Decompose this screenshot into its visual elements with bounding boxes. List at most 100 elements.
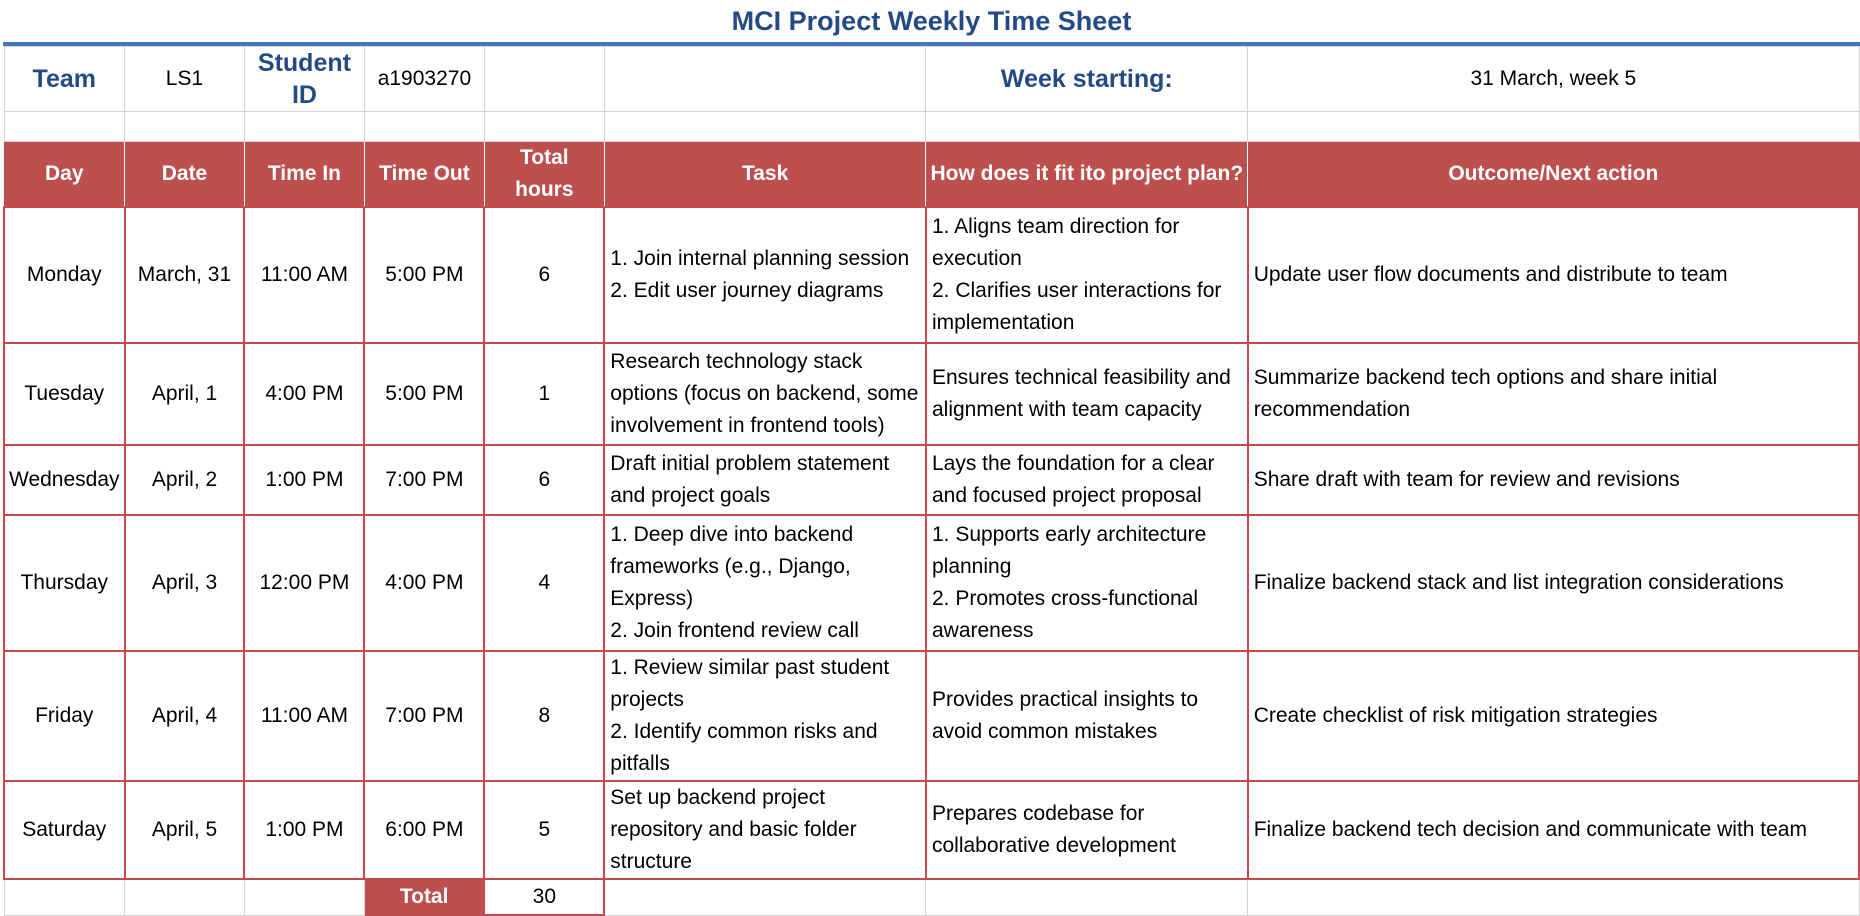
project-fit-cell[interactable]: Provides practical insights to avoid com… [924, 650, 1249, 782]
day-cell[interactable]: Wednesday [3, 444, 126, 516]
project-fit-cell-line: 1. Supports early architecture planning [931, 523, 1207, 578]
time-out-cell[interactable]: 5:00 PM [363, 206, 486, 344]
team-label: Team [3, 46, 126, 112]
task-cell-line: 2. Identify common risks and pitfalls [610, 720, 878, 775]
task-cell[interactable]: 1. Join internal planning session 2. Edit… [603, 206, 927, 344]
task-cell[interactable]: 1. Review similar past student projects 2… [603, 650, 927, 782]
empty-cell[interactable] [363, 111, 485, 142]
outcome-cell-line: Create checklist of risk mitigation stra… [1253, 704, 1658, 727]
empty-cell[interactable] [124, 111, 245, 142]
task-cell-line: 1. Deep dive into backend frameworks (e.… [610, 523, 854, 610]
time-in-cell[interactable]: 1:00 PM [243, 444, 366, 516]
time-in-cell[interactable]: 11:00 AM [243, 650, 366, 782]
outcome-cell[interactable]: Summarize backend tech options and share… [1246, 342, 1860, 446]
date-cell[interactable]: March, 31 [123, 206, 246, 344]
project-fit-cell[interactable]: Ensures technical feasibility and alignm… [924, 342, 1249, 446]
time-sheet: MCI Project Weekly Time Sheet Team LS1 S… [3, 6, 1860, 916]
outcome-cell[interactable]: Finalize backend stack and list integrat… [1246, 514, 1860, 652]
task-cell[interactable]: 1. Deep dive into backend frameworks (e.… [603, 514, 927, 652]
table-row: Friday April, 4 11:00 AM 7:00 PM 8 1. Review … [3, 650, 1860, 782]
column-header-time-in: Time In [243, 141, 365, 208]
empty-cell[interactable] [483, 46, 605, 112]
outcome-cell[interactable]: Create checklist of risk mitigation stra… [1246, 650, 1860, 782]
empty-cell[interactable] [483, 111, 605, 142]
total-hours-cell[interactable]: 4 [483, 514, 606, 652]
outcome-cell[interactable]: Finalize backend tech decision and commu… [1246, 780, 1860, 880]
time-in-cell[interactable]: 1:00 PM [243, 780, 366, 880]
time-out-cell[interactable]: 4:00 PM [363, 514, 486, 652]
title-divider [3, 42, 1860, 46]
total-hours-cell[interactable]: 5 [483, 780, 606, 880]
time-in-cell[interactable]: 4:00 PM [243, 342, 366, 446]
project-fit-cell-line: Provides practical insights to avoid com… [931, 688, 1199, 743]
time-sheet-table: Team LS1 Student ID a1903270 Week starti… [3, 46, 1860, 916]
task-cell[interactable]: Set up backend project repository and ba… [603, 780, 927, 880]
task-cell[interactable]: Draft initial problem statement and proj… [603, 444, 927, 516]
total-hours-cell[interactable]: 8 [483, 650, 606, 782]
empty-cell[interactable] [603, 111, 927, 142]
date-cell[interactable]: April, 4 [123, 650, 246, 782]
day-cell[interactable]: Tuesday [3, 342, 126, 446]
column-header-project-fit: How does it fit ito project plan? [925, 141, 1249, 208]
project-fit-cell[interactable]: Prepares codebase for collaborative deve… [924, 780, 1249, 880]
day-cell[interactable]: Thursday [3, 514, 126, 652]
empty-cell[interactable] [925, 111, 1249, 142]
project-fit-cell[interactable]: Lays the foundation for a clear and focu… [924, 444, 1249, 516]
time-in-cell[interactable]: 11:00 AM [243, 206, 366, 344]
team-value[interactable]: LS1 [124, 46, 245, 112]
task-cell[interactable]: Research technology stack options (focus… [603, 342, 927, 446]
empty-cell[interactable] [3, 111, 126, 142]
project-fit-cell[interactable]: 1. Supports early architecture planning 2… [924, 514, 1249, 652]
table-row: Tuesday April, 1 4:00 PM 5:00 PM 1 Research t… [3, 342, 1860, 446]
column-header-total-hours: Total hours [483, 141, 605, 208]
empty-cell[interactable] [603, 46, 927, 112]
week-starting-value[interactable]: 31 March, week 5 [1247, 46, 1860, 112]
student-id-value[interactable]: a1903270 [363, 46, 485, 112]
table-row: Wednesday April, 2 1:00 PM 7:00 PM 6 Draft in… [3, 444, 1860, 516]
week-starting-label: Week starting: [925, 46, 1249, 112]
column-header-day: Day [3, 141, 126, 208]
column-header-date: Date [124, 141, 245, 208]
time-out-cell[interactable]: 7:00 PM [363, 444, 486, 516]
time-out-cell[interactable]: 7:00 PM [363, 650, 486, 782]
total-hours-cell[interactable]: 6 [483, 206, 606, 344]
project-fit-cell-line: 2. Clarifies user interactions for imple… [931, 279, 1222, 334]
student-id-label: Student ID [243, 46, 365, 112]
date-cell[interactable]: April, 5 [123, 780, 246, 880]
table-row: Thursday April, 3 12:00 PM 4:00 PM 4 1. Deep … [3, 514, 1860, 652]
task-cell-line: 1. Join internal planning session [610, 247, 910, 270]
day-cell[interactable]: Monday [3, 206, 126, 344]
empty-cell[interactable] [925, 879, 1249, 916]
outcome-cell-line: Update user flow documents and distribut… [1253, 263, 1728, 286]
day-cell[interactable]: Saturday [3, 780, 126, 880]
date-cell[interactable]: April, 2 [123, 444, 246, 516]
outcome-cell[interactable]: Share draft with team for review and rev… [1246, 444, 1860, 516]
empty-cell[interactable] [1247, 879, 1860, 916]
outcome-cell-line: Finalize backend tech decision and commu… [1253, 818, 1807, 841]
date-cell[interactable]: April, 1 [123, 342, 246, 446]
total-row: Total 30 [3, 878, 1860, 916]
empty-cell[interactable] [243, 879, 365, 916]
project-fit-cell-line: Prepares codebase for collaborative deve… [931, 802, 1176, 857]
outcome-cell-line: Summarize backend tech options and share… [1253, 366, 1718, 421]
empty-cell[interactable] [124, 879, 245, 916]
empty-cell[interactable] [603, 879, 927, 916]
date-cell[interactable]: April, 3 [123, 514, 246, 652]
outcome-cell[interactable]: Update user flow documents and distribut… [1246, 206, 1860, 344]
time-out-cell[interactable]: 5:00 PM [363, 342, 486, 446]
empty-cell[interactable] [3, 879, 126, 916]
task-cell-line: 2. Join frontend review call [610, 619, 859, 642]
total-hours-cell[interactable]: 6 [483, 444, 606, 516]
empty-cell[interactable] [1247, 111, 1860, 142]
time-out-cell[interactable]: 6:00 PM [363, 780, 486, 880]
project-fit-cell-line: Lays the foundation for a clear and focu… [931, 452, 1215, 507]
total-hours-value[interactable]: 30 [483, 878, 606, 916]
column-header-outcome: Outcome/Next action [1247, 141, 1860, 208]
time-in-cell[interactable]: 12:00 PM [243, 514, 366, 652]
day-cell[interactable]: Friday [3, 650, 126, 782]
column-header-task: Task [603, 141, 927, 208]
total-hours-cell[interactable]: 1 [483, 342, 606, 446]
column-header-row: Day Date Time In Time Out Total hours Ta… [3, 141, 1860, 208]
empty-cell[interactable] [243, 111, 365, 142]
project-fit-cell[interactable]: 1. Aligns team direction for execution 2.… [924, 206, 1249, 344]
